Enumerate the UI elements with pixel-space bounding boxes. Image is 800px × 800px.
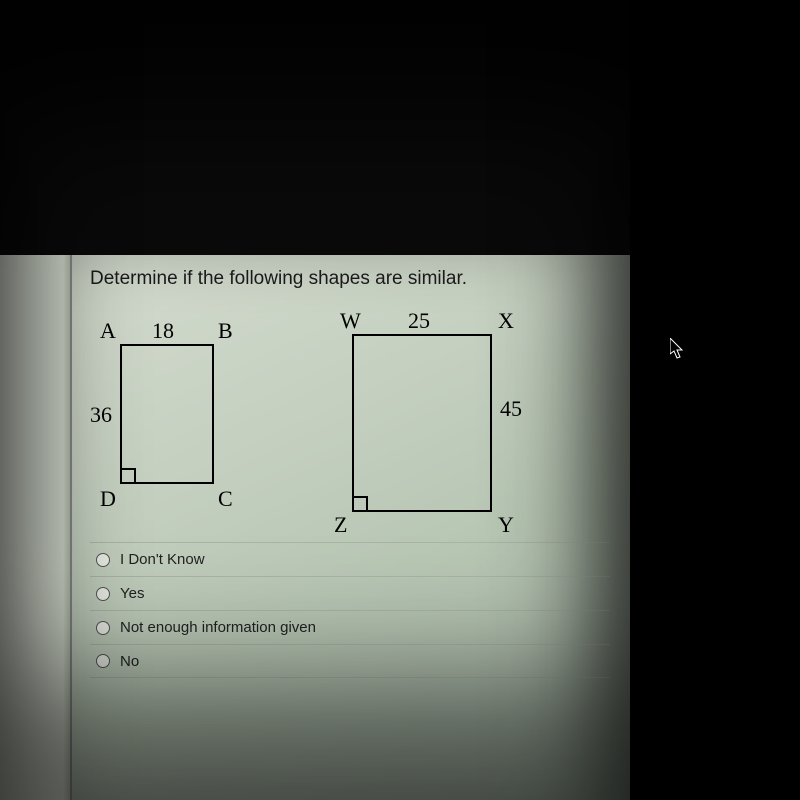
label-ab-length: 18 (152, 318, 174, 344)
geometry-diagram: A 18 B 36 D C W 25 X 45 Z Y (90, 314, 590, 536)
option-notenough[interactable]: Not enough information given (90, 610, 610, 644)
vertex-b: B (218, 318, 233, 344)
option-yes[interactable]: Yes (90, 576, 610, 610)
vertex-a: A (100, 318, 116, 344)
vertex-z: Z (334, 512, 347, 538)
answer-options: I Don't Know Yes Not enough information … (90, 542, 610, 678)
option-dontknow[interactable]: I Don't Know (90, 542, 610, 576)
option-label: No (120, 653, 139, 670)
radio-icon (96, 553, 110, 567)
vertex-d: D (100, 486, 116, 512)
vertex-w: W (340, 308, 361, 334)
option-label: I Don't Know (120, 551, 205, 568)
radio-icon (96, 654, 110, 668)
label-wx-length: 25 (408, 308, 430, 334)
question-prompt: Determine if the following shapes are si… (90, 268, 610, 290)
rectangle-wxyz (352, 334, 492, 512)
label-ad-length: 36 (90, 402, 112, 428)
question-content: Determine if the following shapes are si… (90, 268, 610, 536)
left-panel-edge (0, 255, 72, 800)
right-angle-marker-z (354, 496, 368, 510)
vertex-c: C (218, 486, 233, 512)
vertex-x: X (498, 308, 514, 334)
screen-photo-region: Determine if the following shapes are si… (0, 0, 630, 800)
vertex-y: Y (498, 512, 514, 538)
label-xy-length: 45 (500, 396, 522, 422)
mouse-cursor-icon (670, 338, 686, 360)
option-no[interactable]: No (90, 644, 610, 678)
radio-icon (96, 621, 110, 635)
option-label: Yes (120, 585, 144, 602)
right-angle-marker-d (122, 468, 136, 482)
option-label: Not enough information given (120, 619, 316, 636)
radio-icon (96, 587, 110, 601)
rectangle-abcd (120, 344, 214, 484)
